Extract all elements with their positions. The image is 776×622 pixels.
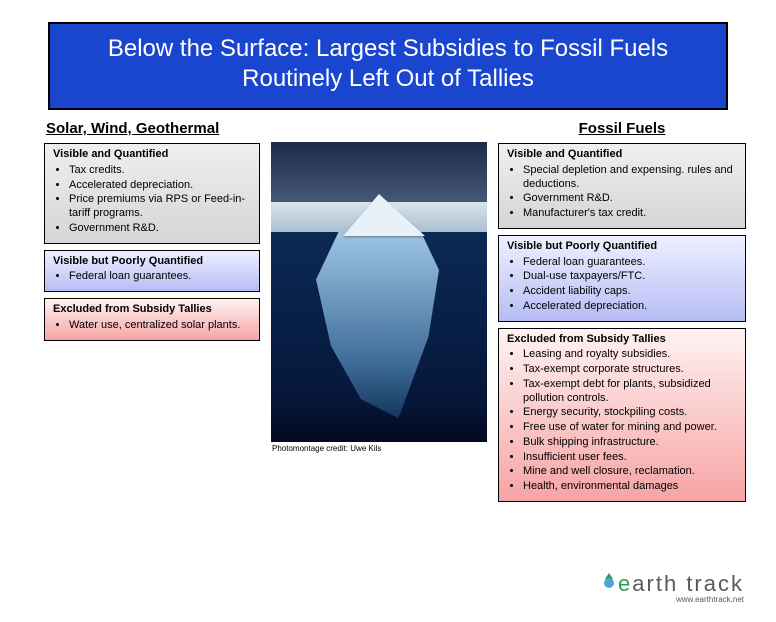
right-heading: Fossil Fuels: [498, 120, 746, 137]
list-item: Tax-exempt debt for plants, subsidized p…: [523, 378, 739, 406]
list-item: Government R&D.: [69, 222, 253, 236]
left-box-blue: Visible but Poorly QuantifiedFederal loa…: [44, 250, 260, 293]
list-item: Government R&D.: [523, 192, 739, 206]
left-box-title: Excluded from Subsidy Tallies: [53, 303, 253, 317]
list-item: Accelerated depreciation.: [69, 179, 253, 193]
list-item: Energy security, stockpiling costs.: [523, 406, 739, 420]
list-item: Federal loan guarantees.: [69, 270, 253, 284]
left-box-list: Tax credits.Accelerated depreciation.Pri…: [53, 164, 253, 236]
left-box-red: Excluded from Subsidy Tallies Water use, …: [44, 298, 260, 341]
left-box-list: Federal loan guarantees.: [53, 270, 253, 284]
left-box-title: Visible but Poorly Quantified: [53, 255, 253, 269]
list-item: Accelerated depreciation.: [523, 300, 739, 314]
logo-e: e: [618, 571, 632, 596]
list-item: Mine and well closure, reclamation.: [523, 465, 739, 479]
list-item: Leasing and royalty subsidies.: [523, 348, 739, 362]
list-item: Health, environmental damages: [523, 480, 739, 494]
right-box-red: Excluded from Subsidy TalliesLeasing and…: [498, 328, 746, 502]
title-banner: Below the Surface: Largest Subsidies to …: [48, 22, 728, 110]
list-item: Manufacturer's tax credit.: [523, 207, 739, 221]
list-item: Special depletion and expensing. rules a…: [523, 164, 739, 192]
logo-main: earth track: [602, 571, 744, 597]
right-box-blue: Visible but Poorly Quantified Federal loa…: [498, 235, 746, 322]
list-item: Accident liability caps.: [523, 285, 739, 299]
list-item: Price premiums via RPS or Feed-in-tariff…: [69, 193, 253, 221]
right-box-list: Leasing and royalty subsidies.Tax-exempt…: [507, 348, 739, 494]
list-item: Dual-use taxpayers/FTC.: [523, 270, 739, 284]
list-item: Federal loan guarantees.: [523, 256, 739, 270]
left-box-grey: Visible and Quantified Tax credits.Accele…: [44, 143, 260, 244]
left-box-title: Visible and Quantified: [53, 148, 253, 162]
left-column: Solar, Wind, Geothermal Visible and Quan…: [14, 120, 260, 508]
right-column: Fossil Fuels Visible and Quantified Speci…: [498, 120, 746, 508]
logo: earth track www.earthtrack.net: [602, 571, 744, 604]
list-item: Water use, centralized solar plants.: [69, 319, 253, 333]
left-box-list: Water use, centralized solar plants.: [53, 319, 253, 333]
right-box-list: Federal loan guarantees.Dual-use taxpaye…: [507, 256, 739, 314]
left-heading: Solar, Wind, Geothermal: [44, 120, 260, 137]
logo-mark-icon: [602, 569, 616, 595]
list-item: Tax credits.: [69, 164, 253, 178]
middle-column: Photomontage credit: Uwe Kils: [260, 120, 498, 508]
right-box-grey: Visible and Quantified Special depletion …: [498, 143, 746, 229]
right-box-list: Special depletion and expensing. rules a…: [507, 164, 739, 221]
list-item: Insufficient user fees.: [523, 451, 739, 465]
right-box-title: Visible but Poorly Quantified: [507, 240, 739, 254]
right-box-title: Visible and Quantified: [507, 148, 739, 162]
content-columns: Solar, Wind, Geothermal Visible and Quan…: [0, 120, 776, 508]
iceberg-image: [271, 142, 487, 442]
logo-rest: arth track: [632, 571, 744, 596]
image-credit: Photomontage credit: Uwe Kils: [260, 444, 381, 453]
right-box-title: Excluded from Subsidy Tallies: [507, 333, 739, 347]
list-item: Free use of water for mining and power.: [523, 421, 739, 435]
list-item: Tax-exempt corporate structures.: [523, 363, 739, 377]
list-item: Bulk shipping infrastructure.: [523, 436, 739, 450]
title-text: Below the Surface: Largest Subsidies to …: [108, 35, 668, 92]
